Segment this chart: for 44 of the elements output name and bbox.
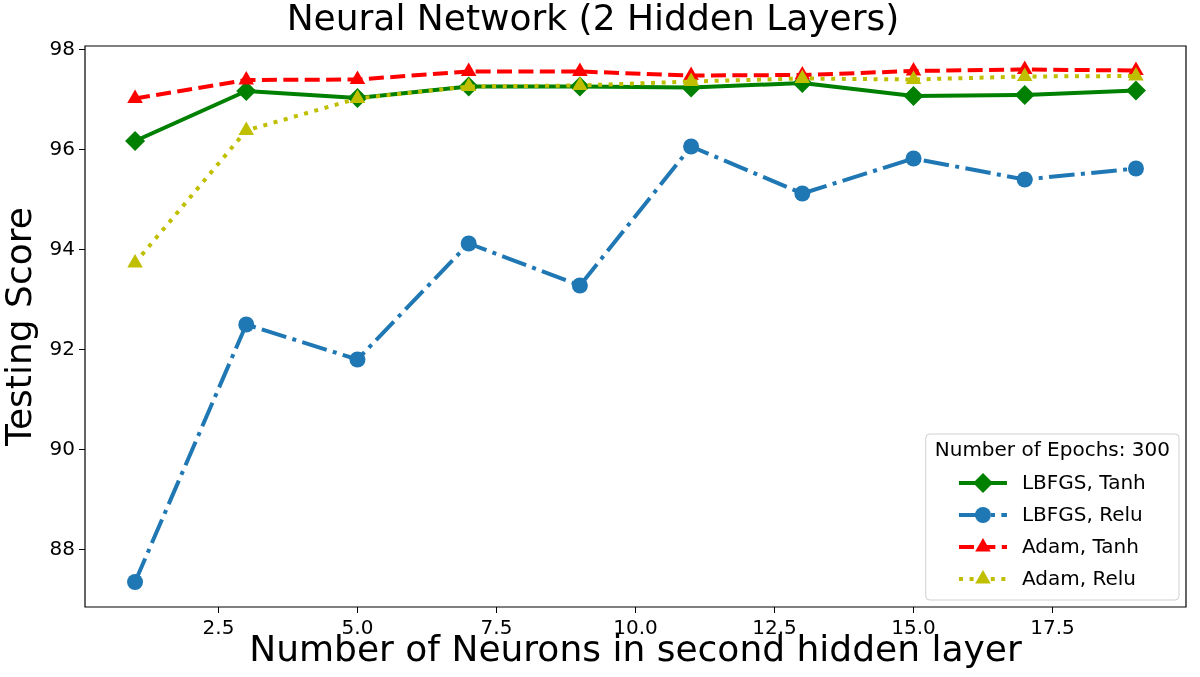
legend-label: Adam, Tanh — [1021, 534, 1139, 559]
point — [571, 277, 588, 294]
point — [903, 86, 924, 106]
point — [127, 254, 143, 268]
y-tick-label: 96 — [49, 135, 75, 160]
y-tick-label: 88 — [49, 535, 75, 560]
point — [460, 235, 477, 252]
point — [683, 72, 699, 86]
point — [1014, 85, 1035, 105]
y-axis-title: Testing Score — [0, 207, 39, 447]
point — [1016, 67, 1033, 81]
point — [349, 89, 366, 103]
x-tick-label: 5.0 — [341, 615, 374, 640]
point — [125, 131, 146, 151]
x-tick-label: 15.0 — [891, 615, 936, 640]
legend-label: LBFGS, Tanh — [1021, 470, 1146, 495]
point — [238, 71, 255, 85]
y-tick-label: 94 — [49, 235, 75, 260]
point — [127, 89, 143, 103]
point — [1128, 67, 1144, 81]
point — [349, 70, 366, 84]
point — [349, 351, 366, 368]
point — [460, 77, 477, 91]
point — [1127, 160, 1144, 177]
point — [572, 62, 588, 76]
legend-label: LBFGS, Relu — [1021, 502, 1143, 527]
x-tick-label: 7.5 — [480, 615, 513, 640]
point — [1125, 80, 1146, 101]
point — [683, 138, 700, 155]
legend-label: Adam, Relu — [1021, 566, 1136, 591]
point — [238, 316, 255, 333]
y-tick-label: 92 — [49, 335, 75, 360]
x-tick-label: 17.5 — [1030, 615, 1075, 640]
chart-title: Neural Network (2 Hidden Layers) — [286, 0, 900, 39]
point — [1016, 171, 1033, 188]
y-tick-label: 90 — [49, 435, 75, 460]
point — [238, 121, 255, 135]
x-tick-label: 2.5 — [202, 615, 235, 640]
point — [794, 185, 811, 202]
point — [460, 62, 477, 76]
y-tick-label: 98 — [49, 35, 75, 60]
point — [905, 150, 922, 167]
legend-title: Number of Epochs: 300 — [934, 437, 1170, 462]
point — [905, 70, 922, 84]
